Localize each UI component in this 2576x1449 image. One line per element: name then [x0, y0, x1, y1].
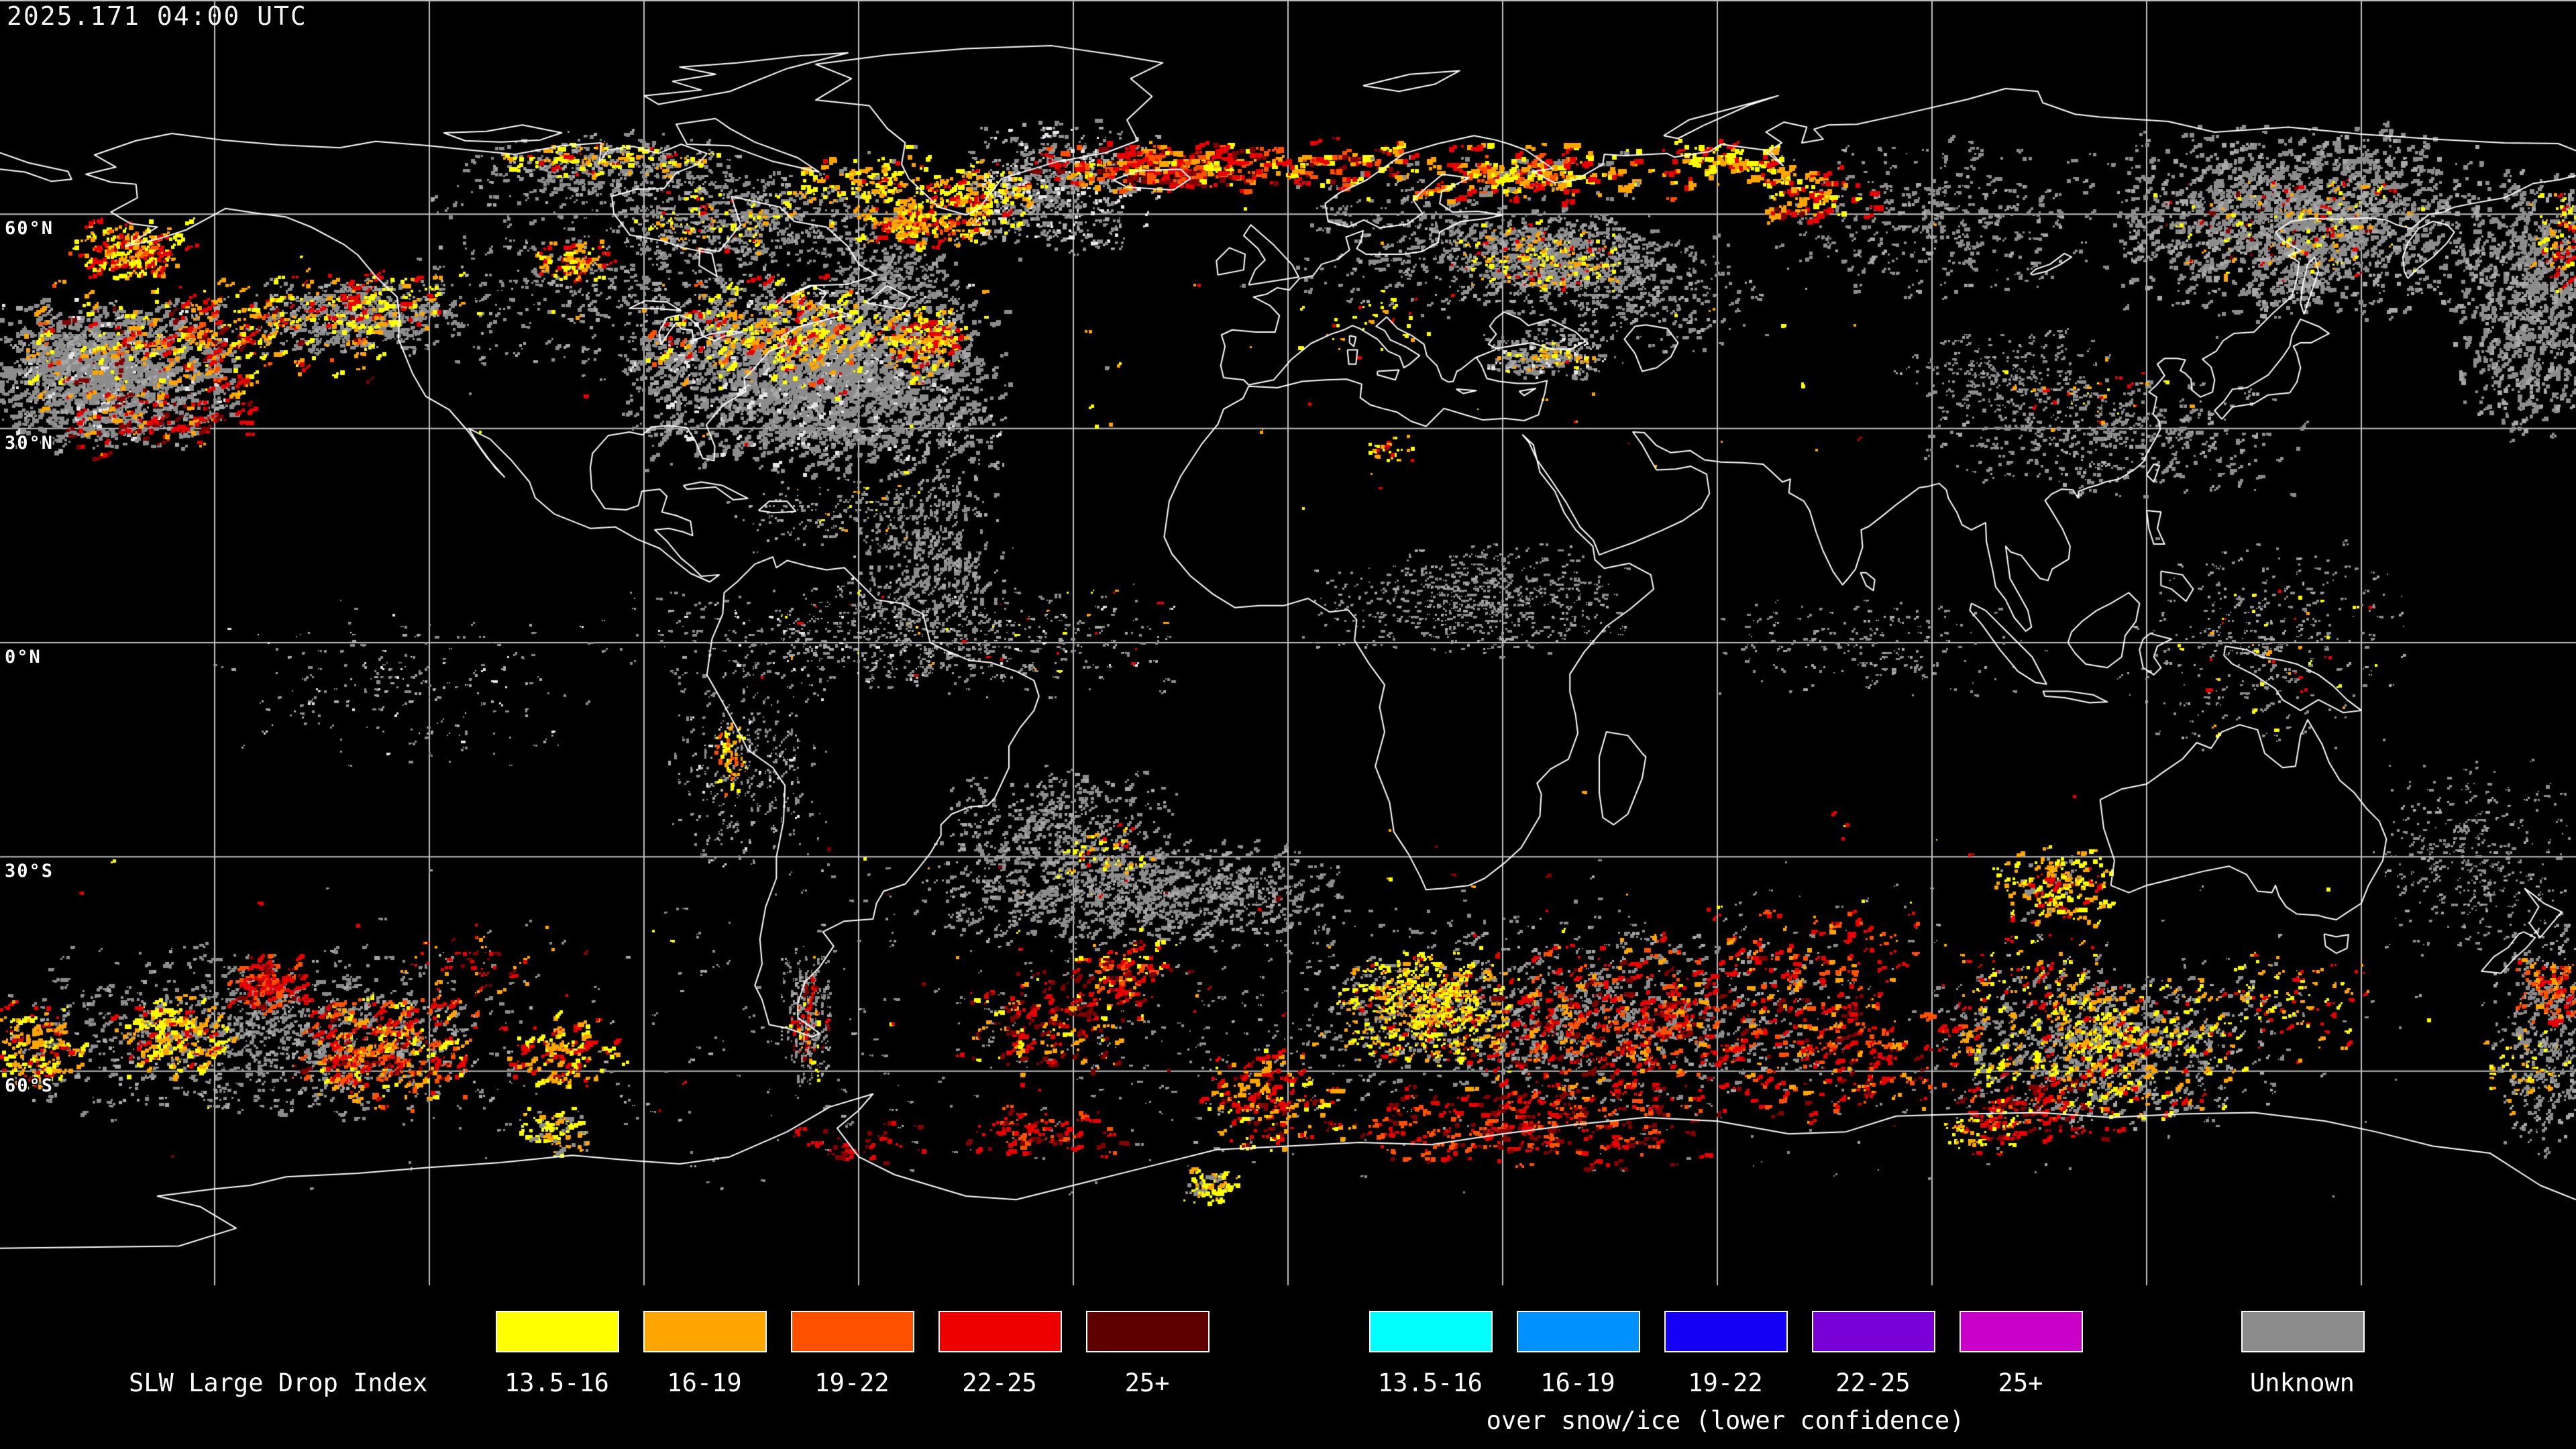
legend-label-warm-5: 25+ [1124, 1368, 1170, 1397]
legend-title: SLW Large Drop Index [129, 1368, 428, 1397]
legend-swatch-warm-1 [496, 1311, 619, 1352]
lat-label-30s: 30°S [5, 861, 54, 882]
legend-swatch-cool-3 [1664, 1311, 1788, 1352]
timestamp: 2025.171 04:00 UTC [7, 1, 307, 31]
legend-swatch-warm-4 [938, 1311, 1062, 1352]
legend-label-cool-1: 13.5-16 [1378, 1368, 1483, 1397]
legend-label-warm-3: 19-22 [814, 1368, 890, 1397]
legend-label-warm-1: 13.5-16 [504, 1368, 609, 1397]
legend-swatch-unknown [2241, 1311, 2365, 1352]
lat-label-60s: 60°S [5, 1075, 54, 1096]
legend-swatch-cool-5 [1960, 1311, 2083, 1352]
legend-label-unknown: Unknown [2250, 1368, 2355, 1397]
legend-swatch-warm-3 [791, 1311, 914, 1352]
legend-label-cool-3: 19-22 [1688, 1368, 1763, 1397]
legend-caption-snow-ice: over snow/ice (lower confidence) [1486, 1406, 1965, 1435]
legend-label-warm-4: 22-25 [962, 1368, 1037, 1397]
legend-label-warm-2: 16-19 [667, 1368, 742, 1397]
legend-label-cool-2: 16-19 [1540, 1368, 1615, 1397]
legend-swatch-warm-2 [643, 1311, 767, 1352]
legend-swatch-cool-2 [1517, 1311, 1640, 1352]
legend-label-cool-4: 22-25 [1835, 1368, 1911, 1397]
legend-swatch-cool-1 [1369, 1311, 1493, 1352]
lat-label-0n: 0°N [5, 647, 42, 667]
legend-swatch-cool-4 [1812, 1311, 1935, 1352]
legend-swatch-warm-5 [1086, 1311, 1210, 1352]
lat-label-30n: 30°N [5, 432, 54, 453]
lat-label-60n: 60°N [5, 218, 54, 239]
legend-label-cool-5: 25+ [1998, 1368, 2043, 1397]
